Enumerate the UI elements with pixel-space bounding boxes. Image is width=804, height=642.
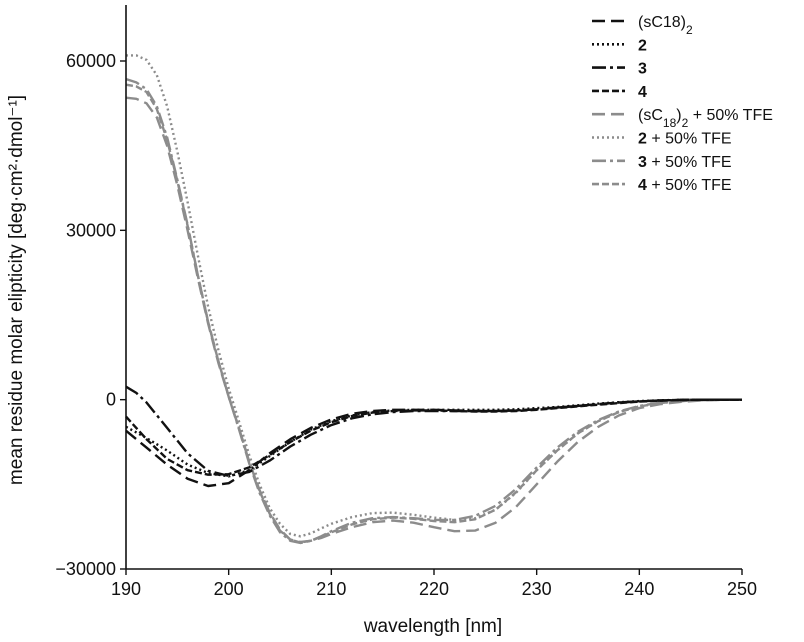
- y-tick-label: 60000: [66, 51, 116, 71]
- y-axis-label: mean residue molar elipticity [deg·cm²·d…: [6, 95, 27, 485]
- y-tick-label: −30000: [55, 559, 116, 579]
- legend-entry: 4: [638, 84, 647, 101]
- legend-entry: (sC18)2 + 50% TFE: [638, 107, 773, 130]
- x-tick-label: 230: [522, 579, 552, 599]
- legend-entry: 4 + 50% TFE: [638, 177, 732, 194]
- legend-entry: 2: [638, 37, 647, 54]
- y-tick-label: 30000: [66, 220, 116, 240]
- axes: [125, 5, 742, 570]
- series-line: [126, 54, 743, 538]
- x-tick-label: 210: [316, 579, 346, 599]
- series-line: [125, 83, 743, 544]
- legend-entry: 2 + 50% TFE: [638, 131, 732, 148]
- x-tick-label: 190: [111, 579, 141, 599]
- ticks: 190 200 210 220 230 240 250 −30000 0 30000 60000: [55, 51, 757, 599]
- y-tick-label: 0: [106, 390, 116, 410]
- x-tick-label: 240: [624, 579, 654, 599]
- legend-entry: 3: [638, 61, 647, 78]
- legend-entry: (sC18)2: [638, 14, 693, 37]
- x-tick-label: 200: [214, 579, 244, 599]
- x-axis-label: wavelength [nm]: [363, 616, 502, 637]
- x-tick-label: 250: [727, 579, 757, 599]
- x-tick-label: 220: [419, 579, 449, 599]
- series-line: [125, 385, 742, 478]
- series-lines: [125, 54, 743, 545]
- series-line: [125, 398, 742, 476]
- series-line: [125, 96, 743, 544]
- legend-entry: 3 + 50% TFE: [638, 154, 732, 171]
